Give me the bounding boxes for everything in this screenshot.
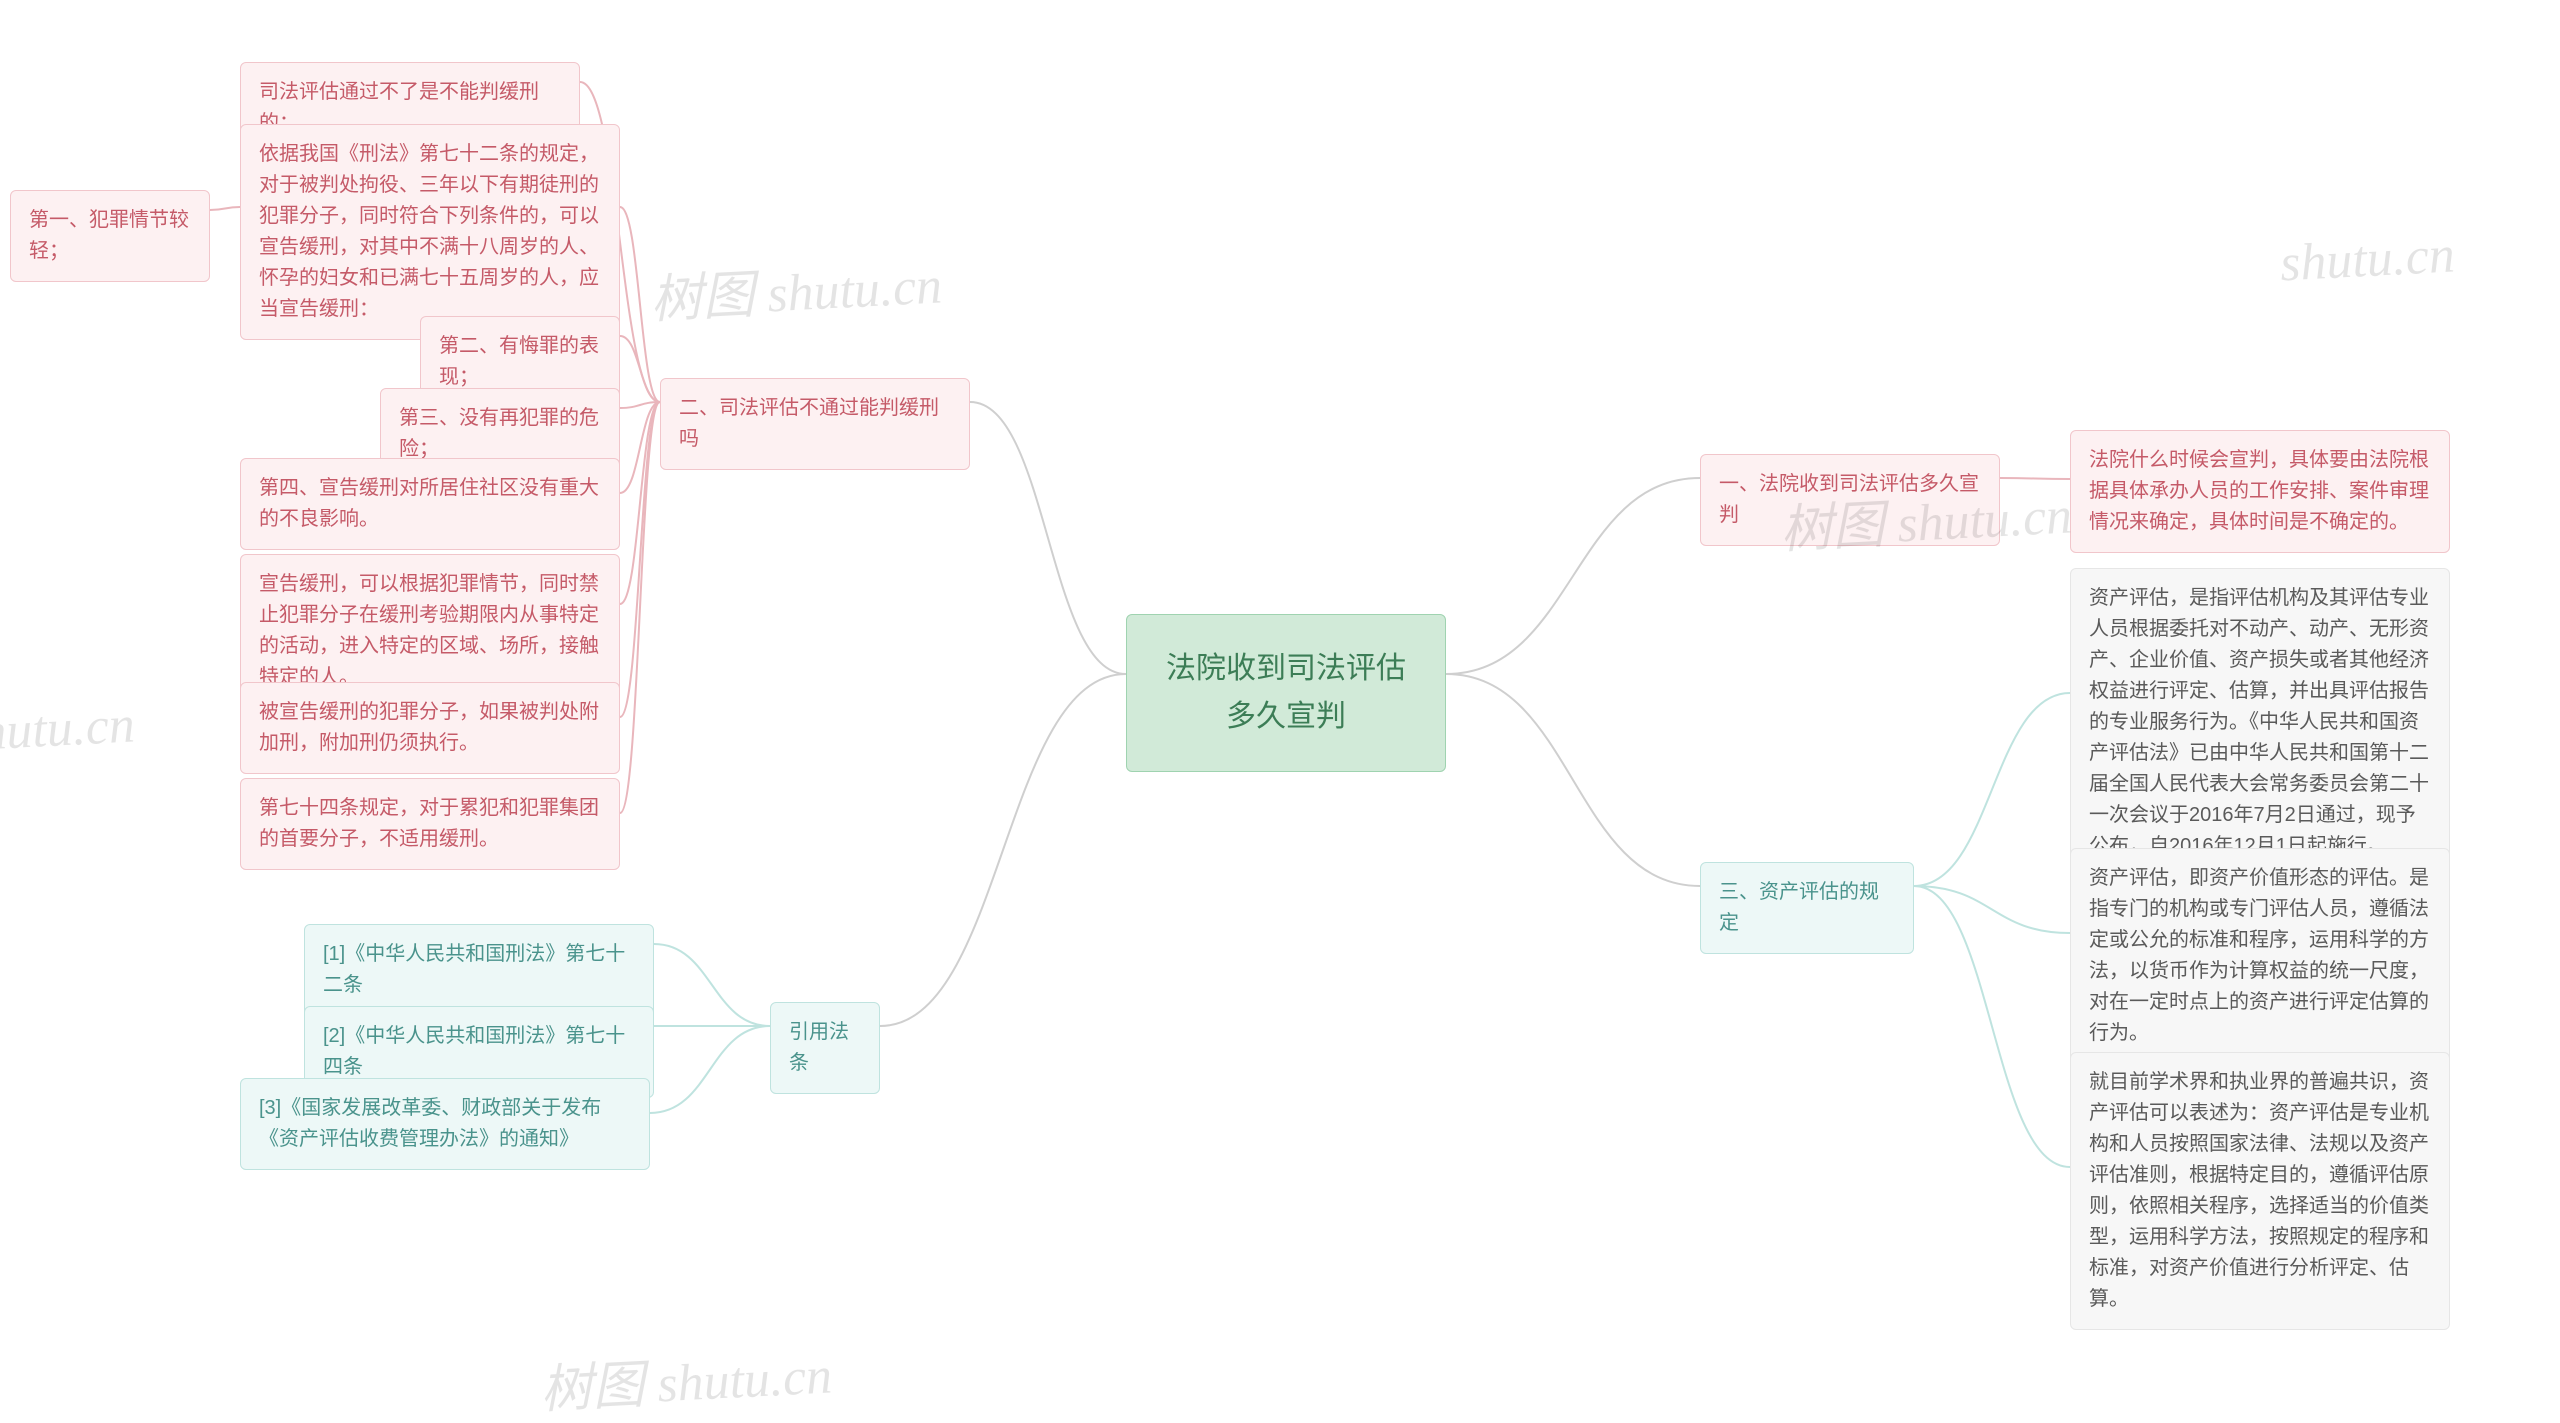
leaf-node: [1]《中华人民共和国刑法》第七十二条 [304,924,654,1016]
leaf-node: 第七十四条规定，对于累犯和犯罪集团的首要分子，不适用缓刑。 [240,778,620,870]
leaf-node: 就目前学术界和执业界的普遍共识，资产评估可以表述为：资产评估是专业机构和人员按照… [2070,1052,2450,1330]
watermark: 树图 shutu.cn [538,1332,833,1422]
leaf-node: 法院什么时候会宣判，具体要由法院根据具体承办人员的工作安排、案件审理情况来确定，… [2070,430,2450,553]
branch-node: 引用法条 [770,1002,880,1094]
watermark: shutu.cn [0,695,136,763]
branch-node: 三、资产评估的规定 [1700,862,1914,954]
branch-node: 一、法院收到司法评估多久宣判 [1700,454,2000,546]
watermark: shutu.cn [2279,225,2457,293]
leaf-node: 资产评估，是指评估机构及其评估专业人员根据委托对不动产、动产、无形资产、企业价值… [2070,568,2450,877]
watermark: 树图 shutu.cn [648,242,943,332]
leaf-node: 依据我国《刑法》第七十二条的规定，对于被判处拘役、三年以下有期徒刑的犯罪分子，同… [240,124,620,340]
branch-node: 二、司法评估不通过能判缓刑吗 [660,378,970,470]
leaf-node: 被宣告缓刑的犯罪分子，如果被判处附加刑，附加刑仍须执行。 [240,682,620,774]
leaf-node: 资产评估，即资产价值形态的评估。是指专门的机构或专门评估人员，遵循法定或公允的标… [2070,848,2450,1064]
root-node: 法院收到司法评估多久宣判 [1126,614,1446,772]
leaf-node: 第四、宣告缓刑对所居住社区没有重大的不良影响。 [240,458,620,550]
leaf-node: [3]《国家发展改革委、财政部关于发布《资产评估收费管理办法》的通知》 [240,1078,650,1170]
leaf-node: 第一、犯罪情节较轻； [10,190,210,282]
